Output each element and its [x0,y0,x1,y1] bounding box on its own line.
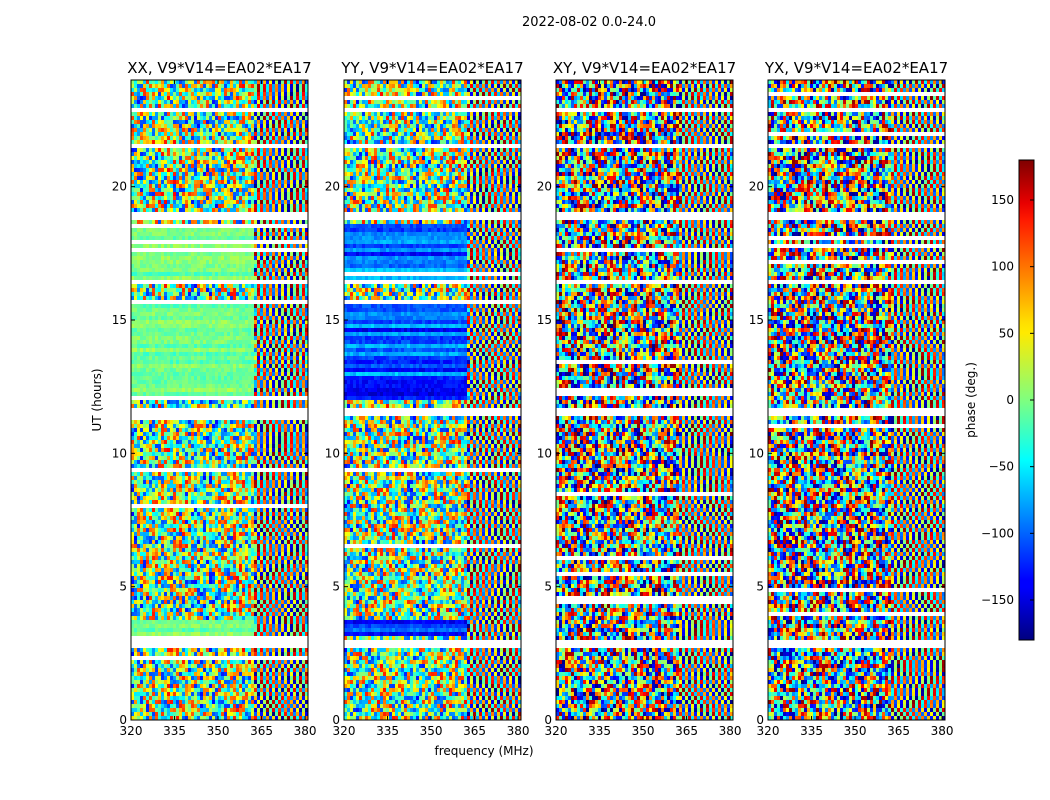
x-tick-label: 350 [632,724,655,738]
phase-heatmap-image [344,80,521,720]
panel-frame [343,79,522,721]
y-tick-label: 10 [537,446,552,460]
panel-title: XY, V9*V14=EA02*EA17 [553,59,736,77]
panel-title: YY, V9*V14=EA02*EA17 [340,59,523,77]
x-tick-label: 350 [420,724,443,738]
x-tick-label: 335 [800,724,823,738]
panel-frame [555,79,734,721]
y-axis-label: UT (hours) [90,368,104,431]
x-axis-label: frequency (MHz) [434,744,533,758]
y-tick-label: 5 [756,580,764,594]
x-tick-label: 320 [757,724,780,738]
x-tick-label: 320 [120,724,143,738]
x-tick-label: 380 [507,724,530,738]
y-tick-label: 10 [112,446,127,460]
x-tick-label: 365 [250,724,273,738]
y-tick-label: 5 [544,580,552,594]
x-tick-label: 335 [163,724,186,738]
x-tick-label: 335 [588,724,611,738]
y-tick-label: 15 [325,313,340,327]
panel-frame [767,79,946,721]
phase-heatmap-image [131,80,308,720]
panels-group: XX, V9*V14=EA02*EA17 320 335 350 365 380 0 5 10 1… [112,59,954,738]
phase-heatmap-image [768,80,945,720]
panel-xx: XX, V9*V14=EA02*EA17 320 335 350 365 380 0 5 10 1… [112,59,317,738]
y-tick-label: 0 [332,713,340,727]
panel-frame [130,79,309,721]
colorbar-tick-label: −50 [989,460,1014,474]
chart-suptitle: 2022-08-02 0.0-24.0 [522,15,656,30]
y-tick-label: 20 [112,180,127,194]
y-tick-label: 0 [756,713,764,727]
y-tick-label: 15 [112,313,127,327]
x-tick-label: 365 [887,724,910,738]
colorbar-tick-label: −150 [981,593,1014,607]
panel-yy: YY, V9*V14=EA02*EA17 320 335 350 365 380 0 5 10 1… [325,59,530,738]
y-tick-label: 20 [325,180,340,194]
y-tick-label: 0 [119,713,127,727]
x-tick-label: 335 [376,724,399,738]
x-tick-label: 350 [844,724,867,738]
panel-title: XX, V9*V14=EA02*EA17 [127,59,311,77]
y-tick-label: 0 [544,713,552,727]
y-tick-label: 20 [537,180,552,194]
colorbar-label: phase (deg.) [964,362,978,438]
colorbar-tick-label: 50 [999,326,1014,340]
colorbar-tick-label: 0 [1006,393,1014,407]
y-tick-label: 20 [749,180,764,194]
y-tick-label: 15 [537,313,552,327]
x-tick-label: 380 [294,724,317,738]
colorbar: −150 −100 −50 0 50 100 150 phase (deg.) [964,159,1035,641]
panel-xy: XY, V9*V14=EA02*EA17 320 335 350 365 380 0 5 10 1… [537,59,742,738]
x-tick-label: 365 [463,724,486,738]
phase-heatmap-image [556,80,733,720]
x-tick-label: 380 [931,724,954,738]
x-tick-label: 320 [545,724,568,738]
x-tick-label: 365 [675,724,698,738]
panel-yx: YX, V9*V14=EA02*EA17 320 335 350 365 380 0 5 10 1… [749,59,954,738]
y-tick-label: 10 [325,446,340,460]
colorbar-tick-label: −100 [981,526,1014,540]
colorbar-tick-label: 100 [991,260,1014,274]
y-tick-label: 15 [749,313,764,327]
x-tick-label: 350 [207,724,230,738]
y-tick-label: 10 [749,446,764,460]
colorbar-ticks: −150 −100 −50 0 50 100 150 [981,193,1034,607]
y-tick-label: 5 [119,580,127,594]
x-tick-label: 320 [333,724,356,738]
x-tick-label: 380 [719,724,742,738]
colorbar-tick-label: 150 [991,193,1014,207]
panel-title: YX, V9*V14=EA02*EA17 [764,59,948,77]
y-tick-label: 5 [332,580,340,594]
